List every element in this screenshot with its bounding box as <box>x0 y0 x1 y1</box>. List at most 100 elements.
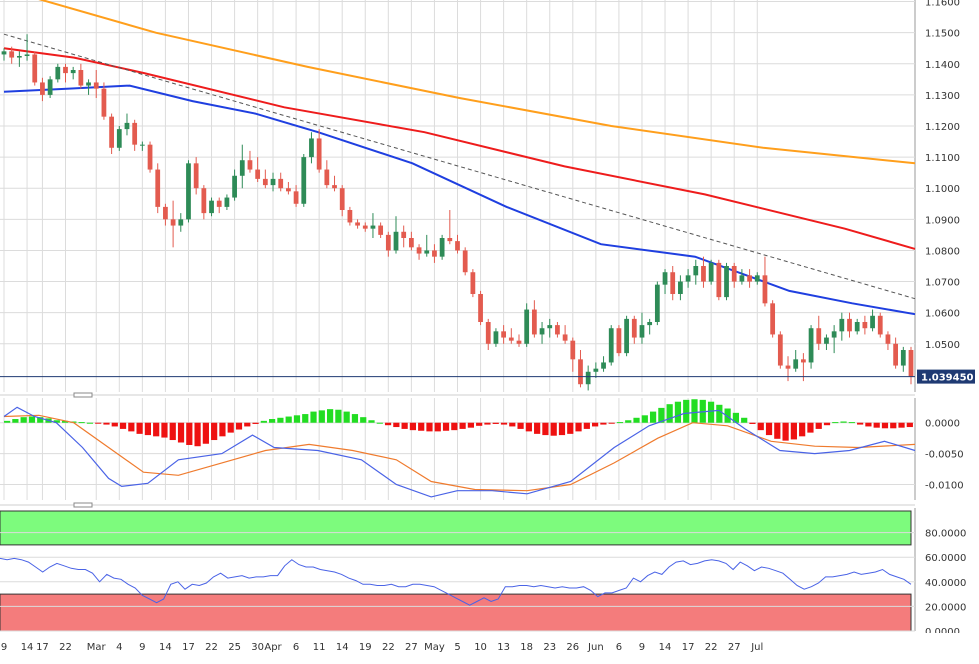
candle-body <box>362 225 368 229</box>
candle-body <box>9 51 15 58</box>
candle-body <box>170 219 176 226</box>
current-price-tag: 1.039450 <box>917 369 975 384</box>
candle-body <box>601 362 606 369</box>
candle-body <box>178 219 184 226</box>
macd-histogram-bar <box>790 422 797 440</box>
macd-histogram-bar <box>732 412 740 423</box>
macd-histogram-bar <box>37 417 44 423</box>
candle-body <box>854 322 860 332</box>
price-y-tick-label: 1.1200 <box>925 122 960 133</box>
candle-body <box>570 340 576 360</box>
macd-histogram-bar <box>310 411 317 423</box>
current-price-label: 1.039450 <box>921 373 974 384</box>
candle-body <box>447 238 453 242</box>
candle-body <box>908 350 914 377</box>
macd-histogram-bar <box>252 422 259 424</box>
macd-histogram-bar <box>757 422 764 431</box>
panel-resize-handle[interactable] <box>73 392 93 398</box>
macd-histogram-bar <box>86 422 94 424</box>
price-y-tick-label: 1.0800 <box>925 246 960 257</box>
candle-body <box>501 331 507 338</box>
candle-body <box>101 88 107 117</box>
macd-histogram-bar <box>749 422 756 424</box>
panel-resize-handle[interactable] <box>73 502 93 508</box>
candle-body <box>470 272 476 294</box>
x-tick-label: 23 <box>543 642 556 653</box>
candle-body <box>378 225 384 235</box>
macd-histogram-bar <box>741 417 748 423</box>
candle-body <box>16 56 22 58</box>
candle-body <box>708 262 714 282</box>
candle-body <box>24 54 30 56</box>
macd-histogram-bar <box>542 422 549 436</box>
x-tick-label: 9 <box>1 642 7 653</box>
candle-body <box>1 51 7 55</box>
candle-body <box>478 294 483 322</box>
macd-histogram-bar <box>707 401 715 423</box>
macd-histogram-bar <box>774 422 781 439</box>
panel-resize-handles[interactable] <box>0 392 915 508</box>
candle-body <box>116 129 122 148</box>
macd-histogram-bar <box>128 422 135 432</box>
candle-body <box>739 275 745 282</box>
macd-histogram-bar <box>906 422 913 428</box>
candle-body <box>332 185 337 189</box>
macd-y-tick-label: 0.0000 <box>925 419 960 430</box>
x-tick-label: 10 <box>474 642 487 653</box>
candle-body <box>224 197 230 207</box>
macd-histogram-bar <box>815 422 822 429</box>
macd-histogram-bar <box>782 422 789 441</box>
x-tick-label: May <box>424 642 445 653</box>
x-tick-label: 22 <box>705 642 718 653</box>
macd-histogram-bar <box>53 420 60 423</box>
x-tick-label: Jun <box>587 642 604 653</box>
macd-histogram-bar <box>335 409 342 423</box>
candle-body <box>347 210 353 223</box>
candle-body <box>201 188 207 214</box>
macd-histogram-bar <box>293 415 301 423</box>
candle-body <box>86 82 91 86</box>
rsi-line <box>0 557 912 606</box>
macd-histogram-bar <box>658 407 665 423</box>
price-y-tick-label: 1.1300 <box>925 91 960 102</box>
sma-red-line <box>3 47 916 250</box>
macd-histogram-bar <box>600 422 607 425</box>
macd-histogram-bar <box>194 422 201 447</box>
macd-histogram-bar <box>683 399 690 423</box>
macd-histogram-bar <box>409 422 417 431</box>
macd-histogram-bar <box>326 409 334 423</box>
macd-histogram-bar <box>376 422 383 424</box>
x-tick-label: 22 <box>205 642 218 653</box>
candle-body <box>393 231 399 251</box>
x-tick-label: 5 <box>454 642 460 653</box>
macd-panel: 0.0000 -0.0050 -0.0100 <box>0 398 964 500</box>
macd-histogram-bar <box>277 417 284 423</box>
candle-body <box>40 82 45 95</box>
candle-body <box>762 275 768 304</box>
macd-histogram-bar <box>625 420 632 423</box>
candle-body <box>754 275 760 282</box>
macd-histogram-bar <box>186 422 193 445</box>
x-tick-label: 22 <box>382 642 395 653</box>
candle-body <box>785 365 791 369</box>
macd-histogram-bar <box>616 422 624 424</box>
candle-body <box>870 315 875 329</box>
candle-body <box>262 178 268 186</box>
x-tick-label: 25 <box>228 642 241 653</box>
candle-body <box>616 328 622 354</box>
candle-body <box>831 331 837 338</box>
sma-orange-line <box>38 0 916 165</box>
candle-body <box>724 266 729 298</box>
macd-histogram-bar <box>857 422 864 425</box>
candle-body <box>147 144 153 170</box>
macd-histogram-bar <box>418 422 425 431</box>
x-tick-label: Jul <box>750 642 763 653</box>
candle-body <box>808 328 814 363</box>
macd-histogram-bar <box>235 422 243 430</box>
macd-histogram-bar <box>558 422 566 436</box>
candle-body <box>493 331 499 344</box>
x-tick-label: 14 <box>336 642 349 653</box>
macd-line <box>3 406 916 498</box>
macd-histogram-bar <box>674 401 682 423</box>
rsi-y-tick-label: 80.0000 <box>925 529 966 540</box>
